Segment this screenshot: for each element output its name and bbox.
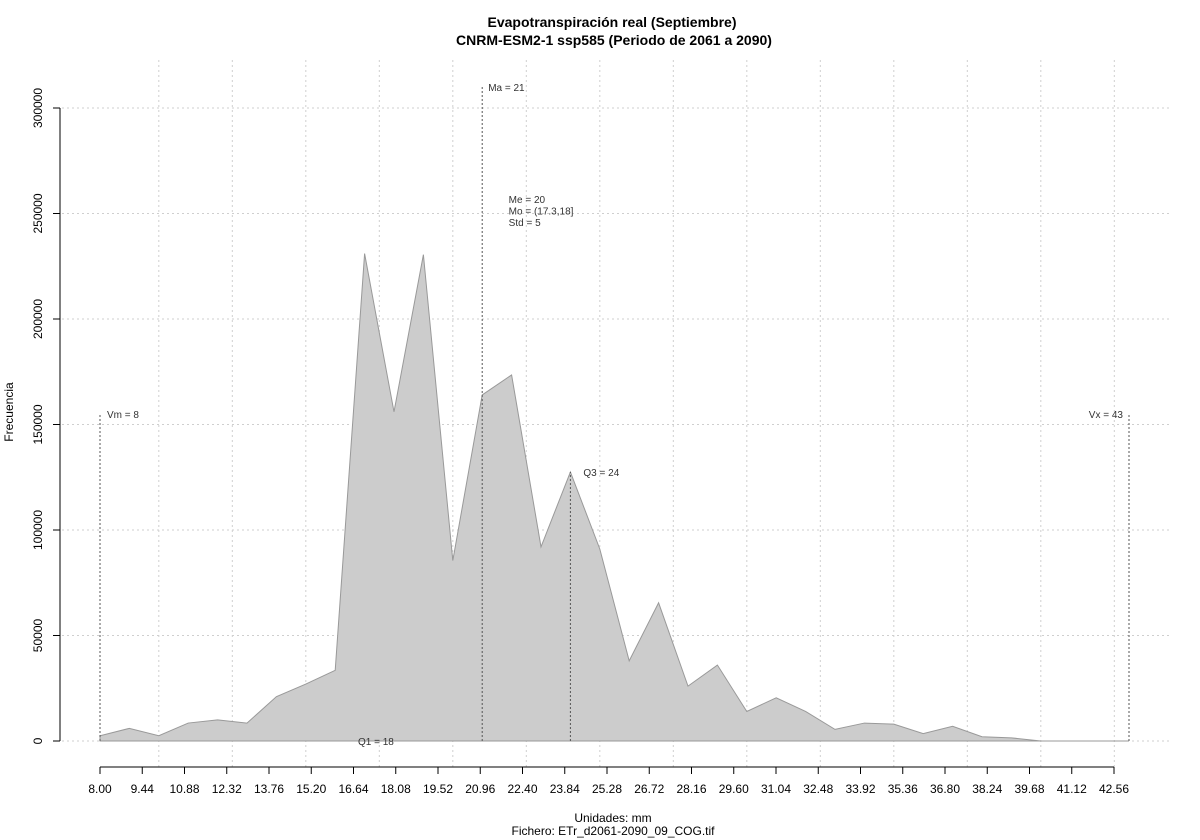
annotation-label: Me = 20: [509, 195, 546, 206]
y-tick-label: 0: [31, 737, 45, 744]
x-tick-label: 9.44: [131, 782, 155, 796]
x-tick-label: 22.40: [507, 782, 537, 796]
x-tick-label: 33.92: [845, 782, 875, 796]
x-tick-label: 8.00: [88, 782, 112, 796]
x-tick-label: 25.28: [592, 782, 622, 796]
chart-subtitle: CNRM-ESM2-1 ssp585 (Periodo de 2061 a 20…: [456, 32, 772, 48]
annotation-label: Q3 = 24: [583, 468, 619, 479]
x-tick-label: 31.04: [761, 782, 791, 796]
x-tick-label: 20.96: [465, 782, 495, 796]
chart-title: Evapotranspiración real (Septiembre): [488, 14, 737, 30]
footer-filename: Fichero: ETr_d2061-2090_09_COG.tif: [512, 824, 716, 838]
x-tick-label: 19.52: [423, 782, 453, 796]
x-tick-label: 16.64: [338, 782, 368, 796]
y-axis-label: Frecuencia: [2, 382, 16, 442]
y-tick-label: 150000: [31, 404, 45, 444]
y-tick-label: 200000: [31, 299, 45, 339]
x-tick-label: 26.72: [634, 782, 664, 796]
x-tick-label: 41.12: [1057, 782, 1087, 796]
x-tick-label: 15.20: [296, 782, 326, 796]
annotation-label: Ma = 21: [488, 83, 525, 94]
x-tick-label: 36.80: [930, 782, 960, 796]
x-axis-label: Unidades: mm: [574, 811, 651, 825]
x-tick-label: 29.60: [719, 782, 749, 796]
x-tick-label: 18.08: [381, 782, 411, 796]
x-tick-label: 32.48: [803, 782, 833, 796]
area-layer: [99, 253, 1129, 742]
y-tick-label: 50000: [31, 618, 45, 652]
x-tick-label: 10.88: [169, 782, 199, 796]
x-tick-label: 12.32: [212, 782, 242, 796]
y-tick-label: 100000: [31, 510, 45, 550]
annotation-label: Mo = (17.3,18]: [509, 207, 574, 218]
annotation-label: Std = 5: [509, 218, 541, 229]
annotation-label: Vx = 43: [1089, 410, 1124, 421]
x-tick-label: 42.56: [1099, 782, 1129, 796]
distribution-area: [99, 253, 1129, 742]
annotation-lines: [99, 86, 1130, 741]
y-tick-label: 250000: [31, 193, 45, 233]
x-tick-label: 23.84: [550, 782, 580, 796]
x-tick-label: 35.36: [888, 782, 918, 796]
annotation-label: Q1 = 18: [358, 737, 394, 748]
x-tick-label: 28.16: [676, 782, 706, 796]
y-tick-label: 300000: [31, 88, 45, 128]
axes: 0 50000 100000 150000 200000 250000 300000 8.00…: [31, 88, 1129, 796]
annotation-labels: Ma = 21 Q3 = 24 Vm = 8 Vx = 43 Q1 = 18 Me = 2…: [107, 83, 1123, 748]
x-tick-label: 38.24: [972, 782, 1002, 796]
annotation-label: Vm = 8: [107, 410, 139, 421]
x-tick-label: 39.68: [1014, 782, 1044, 796]
x-tick-label: 13.76: [254, 782, 284, 796]
